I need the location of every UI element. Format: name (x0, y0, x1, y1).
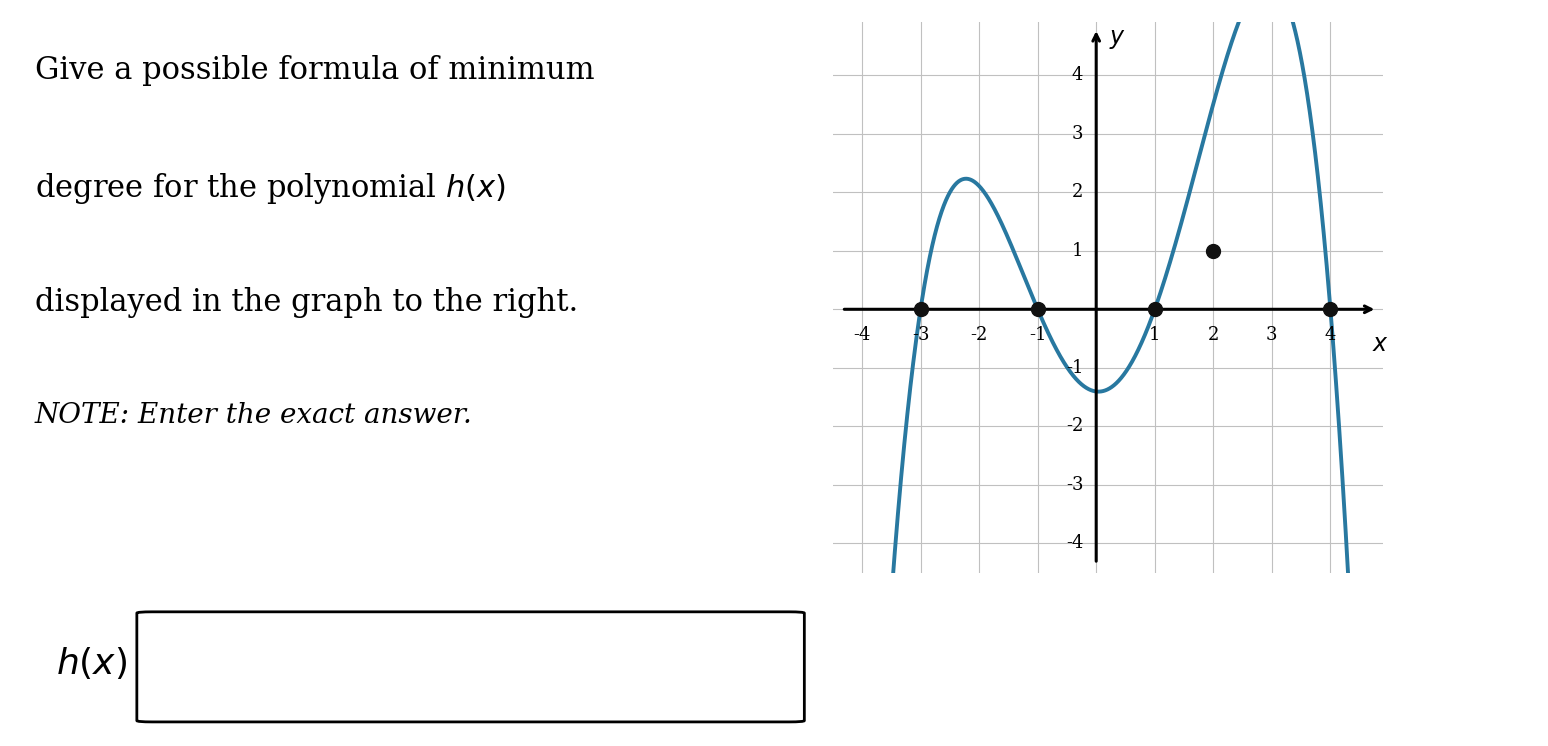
Point (1025, 304, 1050, 316)
Text: -4: -4 (1067, 534, 1084, 553)
Text: -3: -3 (912, 326, 929, 344)
Text: $x$: $x$ (1372, 331, 1389, 356)
Text: -1: -1 (1067, 359, 1084, 377)
Point (1201, 245, 1226, 257)
Text: degree for the polynomial $h(x)$: degree for the polynomial $h(x)$ (36, 171, 506, 206)
Point (909, 304, 933, 316)
Text: 1: 1 (1071, 242, 1084, 260)
Text: Give a possible formula of minimum: Give a possible formula of minimum (36, 55, 594, 87)
Text: -2: -2 (1067, 418, 1084, 436)
Text: -4: -4 (853, 326, 870, 344)
Text: $h(x) =$: $h(x) =$ (56, 645, 164, 681)
Text: 4: 4 (1071, 66, 1084, 84)
Point (1317, 304, 1342, 316)
Text: 3: 3 (1071, 125, 1084, 142)
Text: NOTE: Enter the exact answer.: NOTE: Enter the exact answer. (36, 402, 472, 429)
Point (1142, 304, 1167, 316)
FancyBboxPatch shape (136, 612, 805, 722)
Text: $y$: $y$ (1108, 27, 1125, 51)
Text: 4: 4 (1325, 326, 1336, 344)
Text: -3: -3 (1067, 476, 1084, 494)
Text: 1: 1 (1149, 326, 1161, 344)
Text: displayed in the graph to the right.: displayed in the graph to the right. (36, 286, 577, 318)
Text: 2: 2 (1071, 184, 1084, 201)
Text: 2: 2 (1207, 326, 1218, 344)
Text: -2: -2 (971, 326, 988, 344)
Text: 3: 3 (1266, 326, 1277, 344)
Text: -1: -1 (1029, 326, 1046, 344)
